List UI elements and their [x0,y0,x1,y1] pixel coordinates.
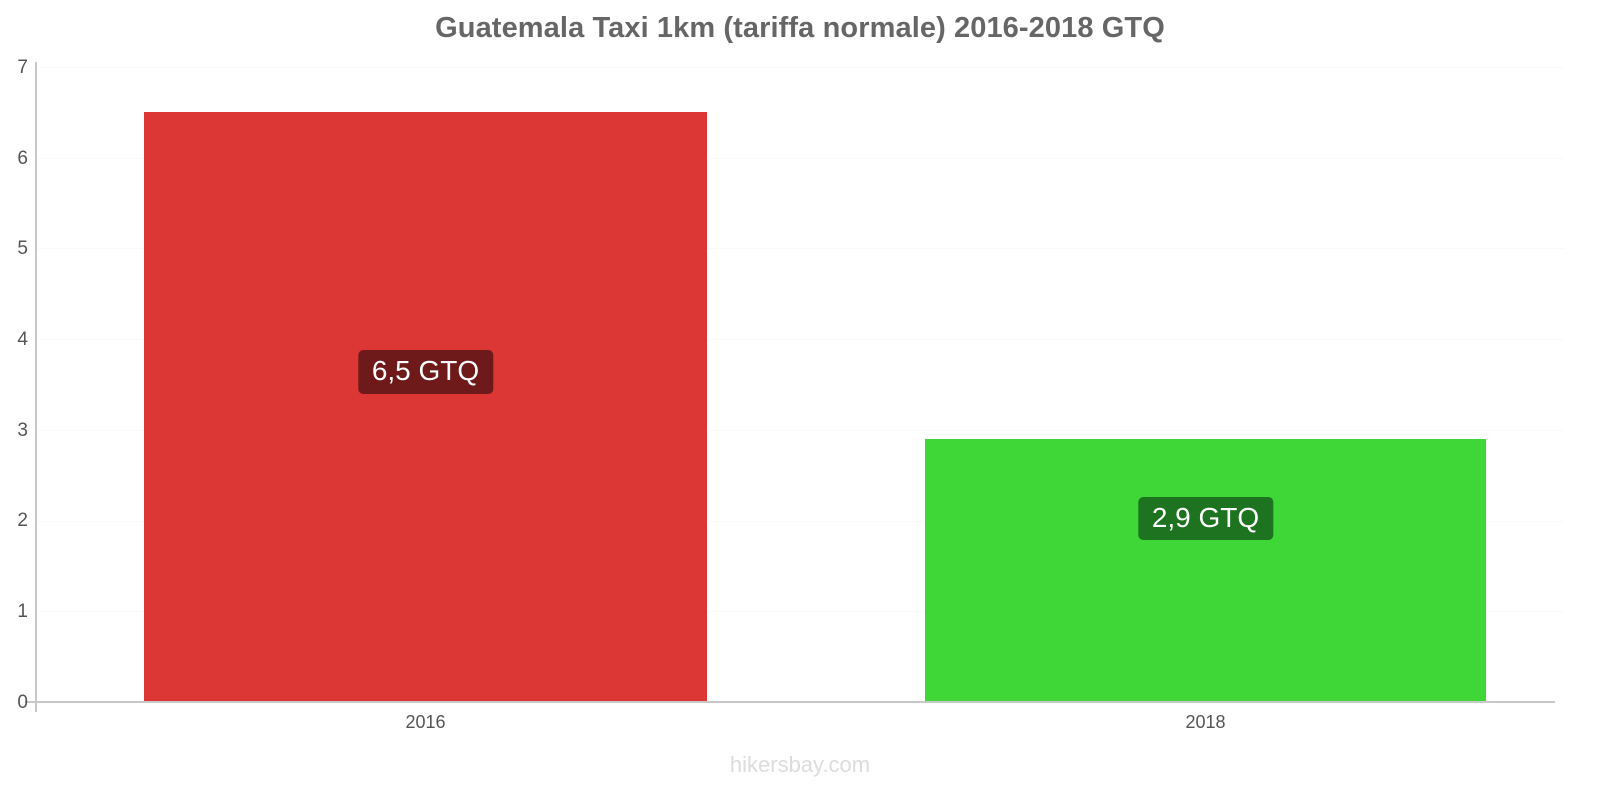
gridline-3 [36,429,1564,431]
y-tick-0: 0 [17,692,28,713]
gridline-5 [36,248,1564,250]
plot-area: 6,5 GTQ 2,9 GTQ [36,67,1564,702]
bar-2018[interactable]: 2,9 GTQ [925,438,1486,702]
y-tick-1: 1 [17,601,28,622]
gridline-4 [36,339,1564,341]
x-tick-2016: 2016 [405,712,446,732]
x-axis-line [25,701,1555,703]
y-tick-5: 5 [17,238,28,259]
gridline-7 [36,67,1564,68]
gridline-2 [36,520,1564,522]
gridline-1 [36,611,1564,613]
watermark-hikersbay: hikersbay.com [729,752,871,777]
y-tick-7: 7 [17,57,28,78]
y-tick-2: 2 [17,510,28,531]
bar-value-label-2016: 6,5 GTQ [357,350,494,394]
x-tick-2018: 2018 [1185,712,1226,732]
y-tick-3: 3 [17,420,28,441]
bar-value-label-2018: 2,9 GTQ [1137,496,1274,541]
y-axis-line [35,62,37,712]
y-tick-4: 4 [17,329,28,350]
chart-title: Guatemala Taxi 1km (tariffa normale) 201… [435,12,1165,44]
y-tick-6: 6 [17,148,28,169]
gridline-6 [36,157,1564,159]
bar-2016[interactable]: 6,5 GTQ [144,112,707,702]
